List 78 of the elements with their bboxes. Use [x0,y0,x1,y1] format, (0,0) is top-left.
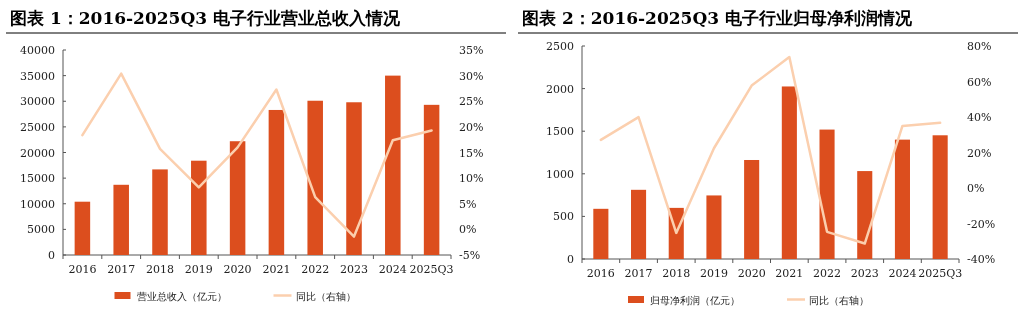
y-tick-label: 30000 [20,95,55,109]
x-tick-label: 2019 [699,267,728,280]
y-tick-label: 1500 [546,125,574,139]
x-tick-label: 2022 [301,263,330,276]
bar [385,75,401,255]
y2-tick-label: 40% [967,111,992,124]
y-tick-label: 10000 [20,197,55,211]
y-tick-label: 40000 [20,44,55,57]
y-tick-label: 0 [567,253,574,266]
y2-tick-label: 20% [459,120,484,134]
legend-label: 同比（右轴） [295,291,356,302]
bar [781,86,797,259]
y-tick-label: 2000 [546,82,574,96]
y2-tick-label: 80% [967,40,992,53]
bar [593,208,609,259]
bar [191,160,207,255]
bar [819,129,835,259]
legend-label: 营业总收入（亿元） [136,291,227,302]
y2-tick-label: 20% [967,146,992,160]
y2-tick-label: 15% [459,146,484,160]
y2-tick-label: -20% [967,217,996,231]
x-tick-label: 2018 [146,263,174,276]
x-tick-label: 2024 [888,267,917,280]
line-series [599,55,942,245]
bar [113,184,129,255]
bar [423,104,440,255]
y-tick-label: 15000 [20,172,55,186]
y2-tick-label: 60% [967,75,992,89]
bar [268,109,285,255]
bar [152,169,168,255]
x-tick-label: 2023 [340,263,368,276]
x-tick-label: 2021 [262,263,291,276]
x-tick-label: 2017 [107,263,136,276]
y-tick-label: 500 [553,210,574,224]
y-tick-label: 5000 [27,223,55,237]
chart-title: 图表 1：2016-2025Q3 电子行业营业总收入情况 [10,8,401,28]
y2-tick-label: 35% [459,44,484,57]
y2-tick-label: 25% [459,95,484,109]
bar [631,189,647,259]
bar [932,135,948,259]
x-tick-label: 2021 [775,267,804,280]
y-tick-label: 1000 [546,167,574,181]
x-tick-label: 2016 [586,267,615,280]
bar [74,201,91,255]
y-tick-label: 2500 [546,40,574,53]
bar [307,100,323,255]
y-tick-label: 35000 [20,69,55,83]
x-tick-label: 2016 [68,263,97,276]
x-tick-label: 2025Q3 [409,263,454,276]
bar [744,160,760,259]
x-tick-label: 2020 [737,267,766,280]
bar [894,139,910,259]
x-tick-label: 2017 [624,267,653,280]
chart-title: 图表 2：2016-2025Q3 电子行业归母净利润情况 [522,8,913,28]
legend-label: 同比（右轴） [809,295,869,306]
x-tick-label: 2023 [850,267,879,280]
x-tick-label: 2024 [378,263,407,276]
y-tick-label: 25000 [20,120,55,134]
x-tick-label: 2022 [813,267,842,280]
x-tick-label: 2019 [184,263,213,276]
y2-tick-label: 5% [459,197,477,211]
y2-tick-label: 10% [459,172,484,186]
y-tick-label: 0 [48,249,55,262]
y2-tick-label: -5% [459,249,481,262]
x-tick-label: 2025Q3 [918,267,963,280]
y2-tick-label: -40% [967,253,996,266]
x-tick-label: 2020 [223,263,252,276]
bar [229,141,246,255]
bar [857,171,873,259]
y2-tick-label: 0% [459,223,477,237]
line-series [81,72,433,238]
y2-tick-label: 0% [967,182,985,195]
y-tick-label: 20000 [20,146,55,160]
bar [346,102,362,255]
x-tick-label: 2018 [662,267,691,280]
bar [706,195,722,259]
y2-tick-label: 30% [459,69,484,83]
legend-label: 归母净利润（亿元） [650,295,740,306]
